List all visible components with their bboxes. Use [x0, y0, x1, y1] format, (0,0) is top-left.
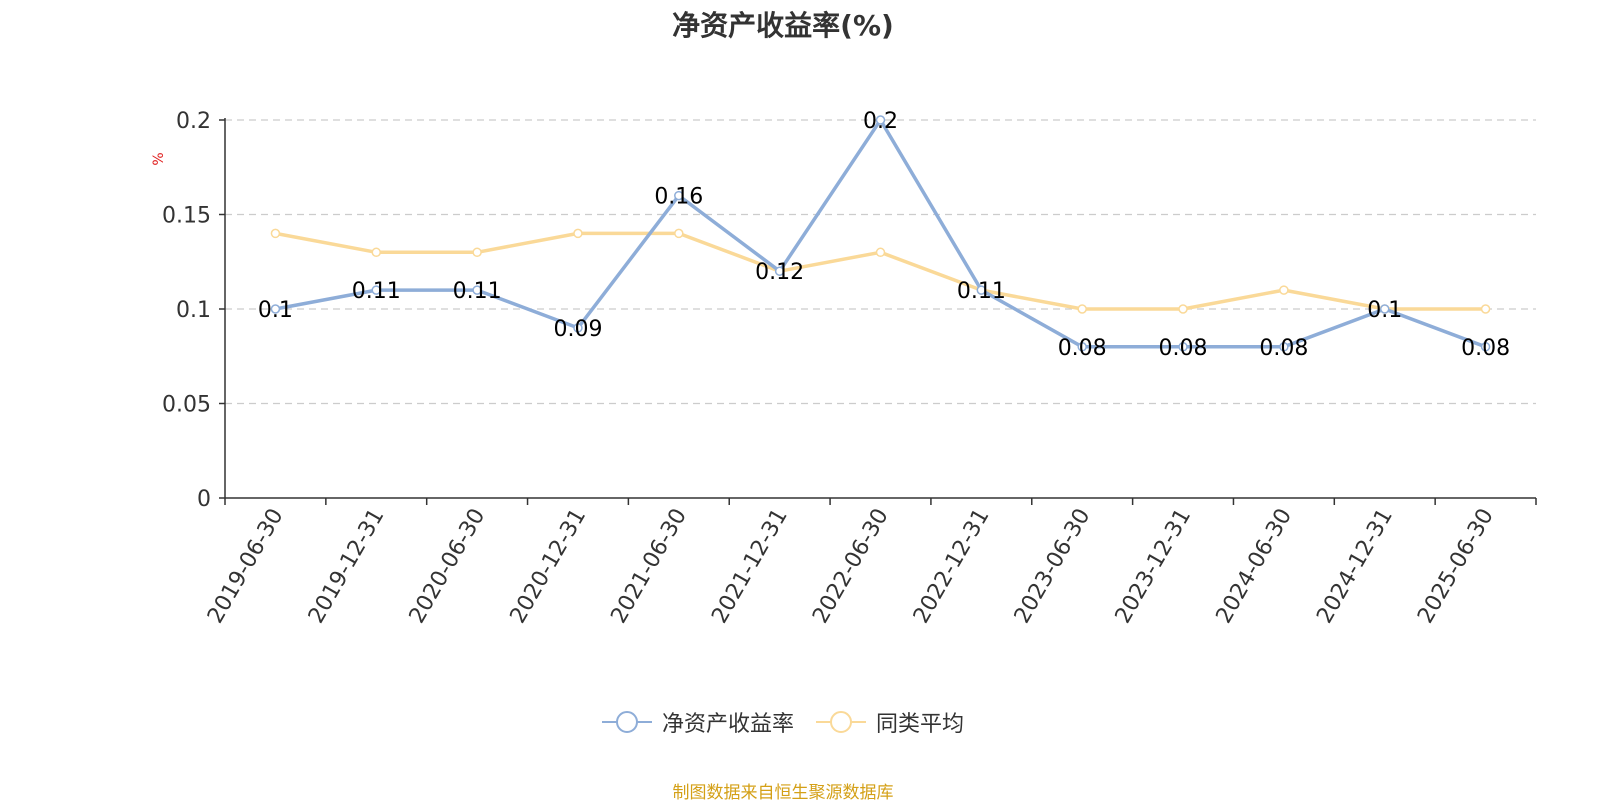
y-tick-label: 0.1	[176, 298, 211, 323]
data-label: 0.1	[258, 298, 293, 323]
x-tick-label: 2021-06-30	[606, 505, 692, 628]
data-label: 0.16	[654, 185, 703, 210]
y-tick-label: 0.2	[176, 109, 211, 134]
gridlines	[225, 119, 1536, 405]
x-tick-label: 2024-06-30	[1212, 505, 1298, 628]
data-label: 0.11	[453, 279, 502, 304]
data-label: 0.08	[1058, 336, 1107, 361]
series-1-point	[1379, 304, 1390, 314]
series-2-point	[674, 228, 684, 239]
legend-label-series2: 同类平均	[876, 712, 965, 737]
x-tick-label: 2019-12-31	[304, 505, 390, 628]
series-2-point	[1178, 304, 1188, 314]
legend-item-series1[interactable]: 净资产收益率	[601, 706, 794, 738]
series-1-point	[774, 266, 785, 276]
series-1-point	[674, 190, 684, 201]
legend-label-series1: 净资产收益率	[661, 712, 794, 737]
y-axis-label: %	[151, 152, 167, 165]
series-1-point	[573, 323, 583, 333]
x-tick-label: 2025-06-30	[1413, 505, 1499, 628]
x-tick-label: 2020-12-31	[506, 505, 592, 628]
series-1-point	[1077, 342, 1087, 352]
series-1-point	[472, 285, 482, 295]
data-label: 0.08	[1259, 336, 1308, 361]
series-2-point	[270, 228, 281, 239]
x-tick-label: 2021-12-31	[707, 505, 793, 628]
x-tick-label: 2023-12-31	[1111, 505, 1197, 628]
x-tick-label: 2019-06-30	[203, 505, 289, 628]
series-1-point	[875, 115, 886, 125]
series-2-point	[1077, 304, 1087, 314]
series	[270, 115, 1491, 352]
series-1-point	[1480, 342, 1491, 352]
x-tick-label: 2022-06-30	[808, 505, 894, 628]
x-tick-label: 2024-12-31	[1312, 505, 1398, 628]
x-tick-label: 2020-06-30	[405, 504, 491, 627]
data-label: 0.2	[863, 109, 898, 134]
legend-line-circle-icon	[601, 711, 652, 733]
data-label: 0.11	[957, 279, 1006, 304]
series-2-point	[472, 247, 482, 258]
series-1-point	[1178, 342, 1188, 352]
legend: 净资产收益率 同类平均	[0, 706, 1566, 738]
series-2-point	[875, 247, 886, 258]
series-2-point	[371, 247, 382, 258]
y-tick-label: 0.05	[162, 393, 211, 418]
source-note: 制图数据来自恒生聚源数据库	[672, 783, 894, 803]
data-label: 0.1	[1367, 298, 1402, 323]
y-tick-label: 0.15	[162, 204, 211, 229]
chart-title: 净资产收益率(%)	[672, 9, 894, 42]
y-tick-label: 0	[197, 487, 211, 512]
data-label: 0.11	[352, 279, 401, 304]
data-labels: 0.1 0.11 0.11 0.09 0.16 0.12 0.2 0.11 0.08 0.08 0.…	[258, 109, 1510, 361]
series-2-point	[1480, 304, 1491, 314]
data-label: 0.12	[755, 260, 804, 285]
series-1-point	[270, 304, 281, 314]
series-2-point	[1279, 285, 1289, 295]
data-label: 0.09	[553, 317, 602, 342]
series-1-point	[1279, 342, 1289, 352]
x-tick-label: 2022-12-31	[909, 505, 995, 628]
data-label: 0.08	[1461, 336, 1510, 361]
series-line-1	[275, 118, 1487, 349]
data-label: 0.08	[1159, 336, 1208, 361]
series-2-point	[573, 228, 583, 239]
legend-line-circle-icon	[816, 711, 866, 733]
x-tick-label: 2023-06-30	[1010, 505, 1096, 628]
legend-item-series2[interactable]: 同类平均	[816, 706, 964, 738]
series-1-point	[976, 285, 987, 295]
series-1-point	[371, 285, 382, 295]
